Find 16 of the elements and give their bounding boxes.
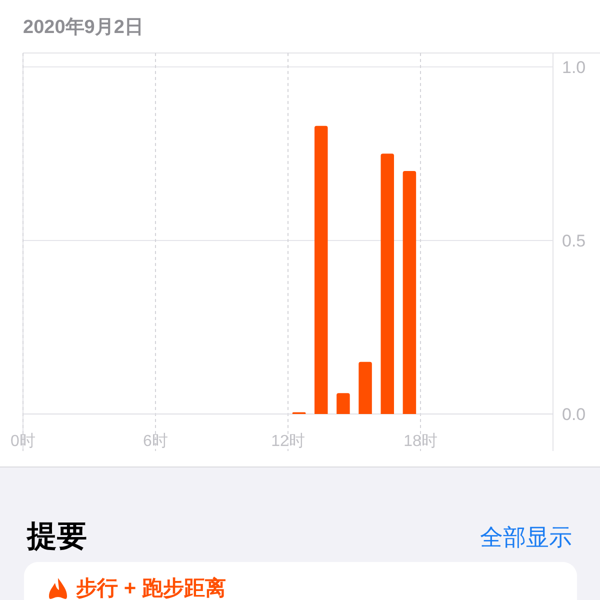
y-tick-label: 0.5 xyxy=(562,231,586,250)
text: 步行 + 跑步距离 xyxy=(76,576,226,600)
y-tick-label: 1.0 xyxy=(562,58,586,77)
bar xyxy=(314,126,328,414)
x-tick-label: 6时 xyxy=(143,432,168,450)
x-tick-label: 0时 xyxy=(10,432,36,450)
x-tick-label: 12时 xyxy=(271,432,305,450)
bar xyxy=(336,393,350,414)
text: 全部显示 xyxy=(480,524,572,550)
text: 提要 xyxy=(26,520,87,553)
bar xyxy=(358,362,372,414)
bar xyxy=(402,171,416,414)
chart-subtitle: 2020年9月2日 xyxy=(23,17,144,38)
x-tick-label: 18时 xyxy=(404,432,438,450)
y-tick-label: 0.0 xyxy=(562,405,586,424)
bar xyxy=(380,154,394,414)
